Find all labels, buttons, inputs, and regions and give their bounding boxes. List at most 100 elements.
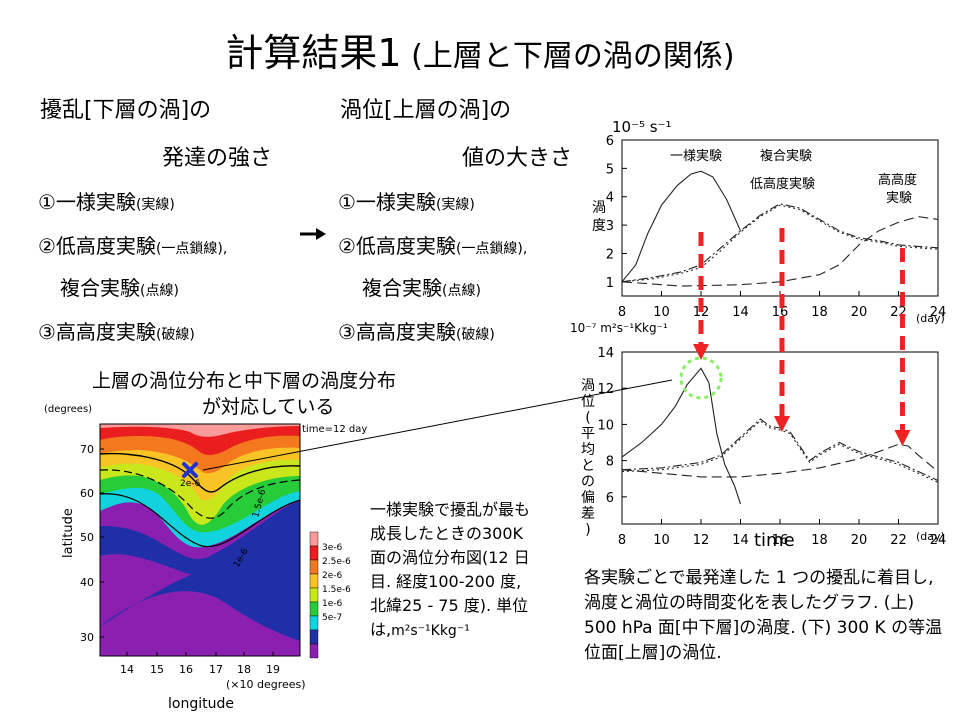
top-xtick-label: 18 (811, 305, 828, 320)
right-exp3: ③高高度実験(破線) (338, 320, 495, 344)
map-xtick-label: 16 (179, 663, 193, 676)
top-ylabel: 渦度 (592, 200, 606, 234)
colorbar-swatch (309, 629, 319, 645)
bot-ytick-label: 10 (597, 418, 614, 433)
bot-xtick-label: 12 (693, 533, 710, 548)
colorbar-swatch (309, 531, 319, 547)
colorbar-label: 2.5e-6 (322, 557, 351, 567)
top-xtick-label: 14 (732, 305, 749, 320)
map-frame (99, 423, 301, 657)
top-series-line (621, 216, 939, 287)
right-arrow-icon (300, 228, 326, 240)
bot-series-line (621, 367, 742, 505)
bot-ylabel-char: 差 (581, 506, 595, 522)
bot-xtick-label: 14 (732, 533, 749, 548)
annot-low: 低高度実験 (750, 176, 815, 192)
map-ytick-label: 50 (80, 531, 94, 544)
top-ytick-label: 2 (606, 247, 614, 262)
left-heading-2: 発達の強さ (162, 146, 273, 171)
map-ylabel: latitude (61, 508, 76, 558)
top-ytick-label: 1 (606, 276, 614, 291)
bot-xunit: (day) (916, 530, 945, 543)
bot-ylabel-char: 均 (581, 442, 595, 458)
left-exp2b: 複合実験(点線) (60, 276, 179, 300)
left-heading-1: 擾乱[下層の渦]の (40, 98, 212, 123)
colorbar-label: 1.5e-6 (322, 585, 351, 595)
annot-uniform: 一様実験 (670, 148, 722, 164)
bot-ytick-label: 14 (597, 346, 614, 361)
bot-ytick-label: 6 (606, 491, 614, 506)
top-ytick-label: 4 (606, 191, 614, 206)
pv-map: (degrees) 2e-6 1.5e-6 1e-6 time=12 day 3… (44, 404, 367, 712)
bot-series-line (621, 418, 939, 482)
colorbar-label: 3e-6 (322, 543, 343, 553)
top-series-line (621, 204, 939, 283)
right-heading-1: 渦位[上層の渦]の (340, 98, 512, 123)
bot-xlabel: time (754, 530, 795, 551)
map-caption-1: 上層の渦位分布と中下層の渦度分布 (92, 370, 397, 392)
top-xunit: (day) (916, 312, 945, 325)
map-ytick-label: 30 (80, 631, 94, 644)
colorbar-swatch (309, 615, 319, 631)
annot-high-1: 高高度 (878, 172, 917, 188)
bot-xtick-label: 22 (890, 533, 907, 548)
map-ytick-label: 60 (80, 487, 94, 500)
map-field (100, 424, 300, 656)
bot-series-line (621, 420, 939, 483)
contour-1p5e-6 (100, 469, 300, 519)
annot-composite: 複合実験 (760, 148, 812, 164)
x-marker-icon (182, 462, 198, 478)
bot-ytick-label: 8 (606, 455, 614, 470)
colorbar-swatch (309, 573, 319, 589)
map-description: 一様実験で擾乱が最も成長したときの300K 面の渦位分布図(12 日目. 経度1… (370, 500, 531, 639)
annot-high-2: 実験 (886, 190, 912, 206)
bot-plot-frame (621, 351, 939, 525)
top-unit-label: 10⁻⁵ s⁻¹ (612, 118, 672, 136)
map-xtick-label: 19 (266, 663, 280, 676)
map-time-label: time=12 day (302, 424, 367, 435)
left-exp2: ②低高度実験(一点鎖線), (38, 234, 228, 258)
top-xtick-label: 24 (930, 305, 947, 320)
colorbar-swatch (309, 643, 319, 659)
contour-2e-6 (100, 452, 300, 493)
bot-ylabel-char: 平 (581, 426, 595, 442)
bot-ylabel-char: 位 (581, 394, 595, 410)
bot-unit-label: 10⁻⁷ m²s⁻¹Kkg⁻¹ (570, 321, 668, 335)
chart-description: 各実験ごとで最発達した 1 つの擾乱に着目し, 渦度と渦位の時間変化を表したグラ… (584, 568, 943, 663)
contour-1e-6 (100, 493, 300, 548)
map-xtick-label: 17 (209, 663, 223, 676)
map-xtick-label: 15 (150, 663, 164, 676)
colorbar-label: 1e-6 (322, 599, 343, 609)
top-ytick-label: 3 (606, 219, 614, 234)
colorbar-swatch (309, 587, 319, 603)
bot-xtick-label: 24 (930, 533, 947, 548)
map-ytick-label: 40 (80, 576, 94, 589)
bot-ylabel-char: の (581, 474, 595, 490)
bot-ylabel-char: 渦 (581, 378, 595, 394)
top-ytick-label: 6 (606, 134, 614, 149)
right-exp2b: 複合実験(点線) (362, 276, 481, 300)
map-xtick-label: 18 (237, 663, 251, 676)
colorbar-swatch (309, 545, 319, 561)
colorbar-label: 5e-7 (322, 613, 342, 623)
bot-xtick-label: 20 (851, 533, 868, 548)
map-xlabel: longitude (168, 696, 234, 712)
top-xtick-label: 10 (653, 305, 670, 320)
top-series-line (621, 170, 742, 283)
bot-ylabel-char: ) (585, 522, 590, 538)
top-ytick-label: 5 (606, 162, 614, 177)
map-ytick-label: 70 (80, 443, 94, 456)
map-yunit: (degrees) (44, 404, 92, 415)
bot-ylabel-char: と (581, 458, 595, 474)
right-heading-2: 値の大きさ (462, 146, 573, 171)
left-exp3: ③高高度実験(破線) (38, 320, 195, 344)
bot-xtick-label: 18 (811, 533, 828, 548)
contour-label-2e-6: 2e-6 (180, 479, 201, 489)
bot-ytick-label: 12 (597, 382, 614, 397)
slide-title: 計算結果1 (上層と下層の渦の関係) (225, 31, 735, 75)
top-xtick-label: 20 (851, 305, 868, 320)
map-xunit: (×10 degrees) (226, 678, 306, 691)
